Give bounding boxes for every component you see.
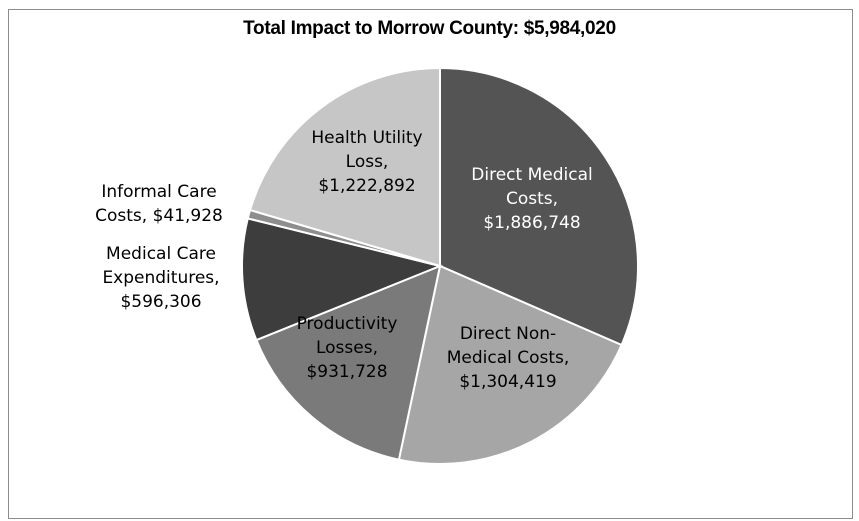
slice-label-line: Direct Non-	[460, 324, 556, 344]
slice-label-line: Expenditures,	[102, 268, 219, 288]
slice-label-line: Costs, $41,928	[95, 206, 223, 226]
slice-label-3: Medical Care Expenditures, $596,306	[102, 244, 219, 312]
slice-label-line: Costs,	[506, 189, 558, 209]
chart-title: Total Impact to Morrow County: $5,984,02…	[243, 18, 616, 39]
slice-label-line: $1,222,892	[318, 176, 415, 196]
pie-slice-5	[248, 66, 441, 268]
slice-label-line: Medical Care	[106, 244, 216, 264]
slice-label-line: Medical Costs,	[447, 348, 570, 368]
slice-label-line: $596,306	[120, 292, 201, 312]
pie-slice-1	[397, 264, 623, 465]
slice-label-line: Direct Medical	[471, 165, 592, 185]
pie-slice-0	[439, 66, 640, 347]
slice-label-line: Informal Care	[101, 182, 216, 202]
pie-slice-2	[255, 264, 442, 461]
slice-label-line: $1,886,748	[483, 213, 580, 233]
slice-label-line: Productivity	[297, 314, 398, 334]
pie-slice-3	[241, 217, 444, 342]
slice-label-0: Direct Medical Costs, $1,886,748	[471, 165, 592, 233]
slice-label-line: $1,304,419	[459, 372, 556, 392]
slice-label-line: Loss,	[346, 152, 389, 172]
slice-label-line: Losses,	[316, 338, 378, 358]
slice-label-line: Health Utility	[311, 128, 422, 148]
slice-label-1: Direct Non- Medical Costs, $1,304,419	[447, 324, 570, 392]
slice-label-4: Informal Care Costs, $41,928	[95, 182, 223, 226]
slice-label-2: Productivity Losses, $931,728	[297, 314, 398, 382]
slice-label-line: $931,728	[306, 362, 387, 382]
slice-label-5: Health Utility Loss, $1,222,892	[311, 128, 422, 196]
